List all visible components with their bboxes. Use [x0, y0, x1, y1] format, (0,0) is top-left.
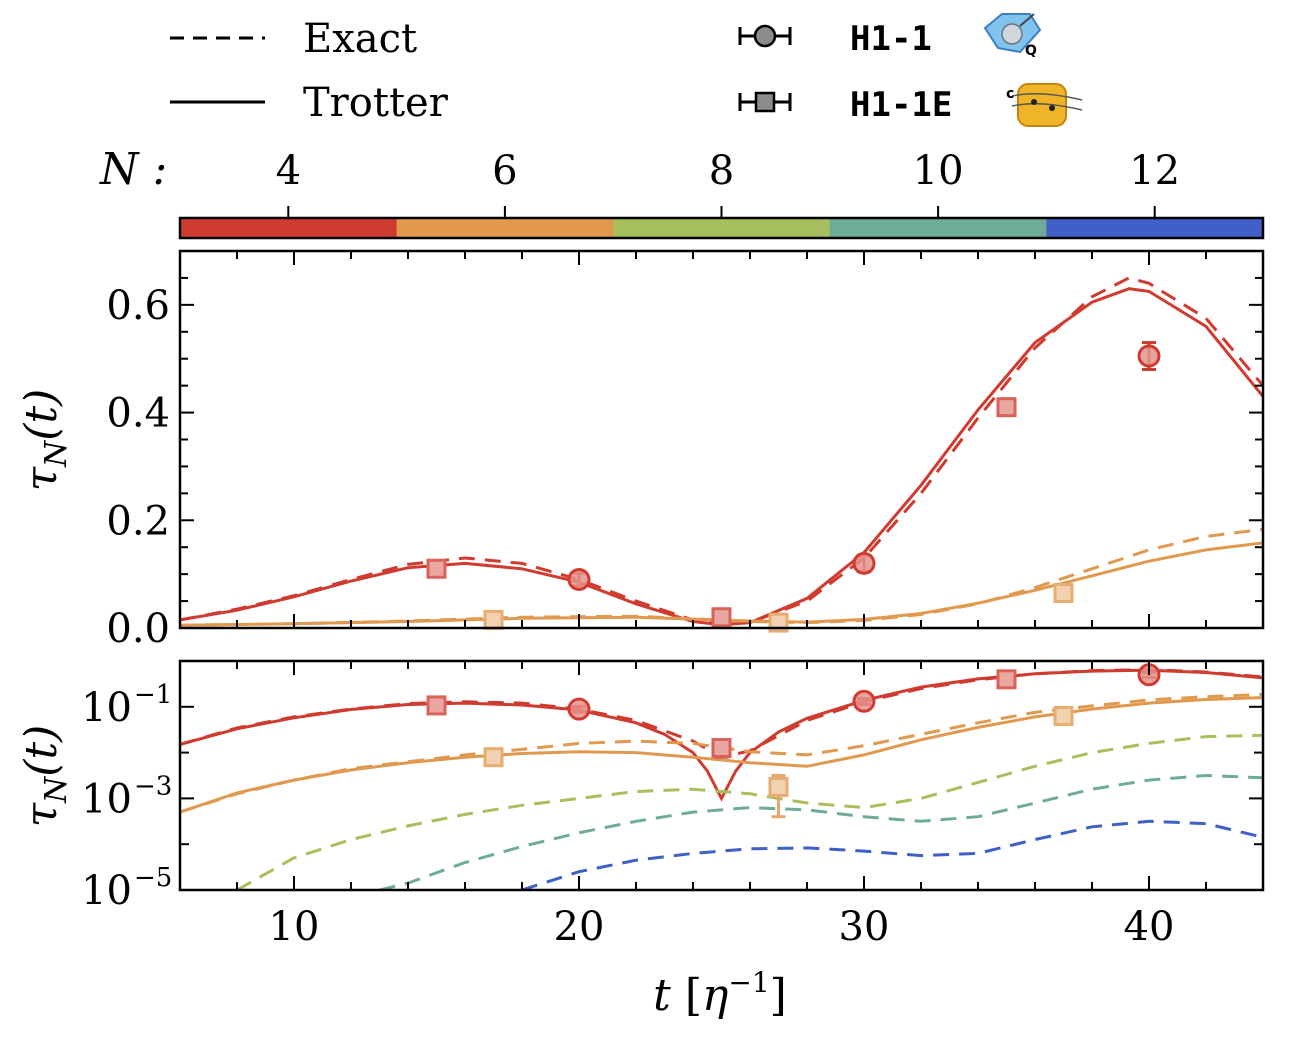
colorbar-tick-label: 6 [492, 148, 517, 194]
legend-exact-label: Exact [303, 16, 417, 62]
colorbar-tick-label: 4 [276, 148, 301, 194]
series-N12-exact [521, 819, 1263, 890]
y-tick-label: 10 [81, 685, 132, 731]
legend-h1e-marker [738, 91, 792, 113]
bottom-panel-frame [178, 659, 1265, 892]
legend-trotter-label: Trotter [303, 80, 449, 126]
data-point-h1-1-N4 [852, 689, 876, 713]
series-N4-trotter [180, 287, 1263, 627]
legend: Exact Trotter H1-1 Q H1-1E [170, 13, 1083, 127]
data-point-h1-1-N4 [1137, 341, 1161, 371]
data-point-h1-1e-N6 [1053, 582, 1074, 603]
data-point-h1-1e-N6 [483, 609, 504, 630]
data-point-h1-1-N4 [567, 568, 591, 592]
quantinuum-logo-icon: Q [983, 13, 1042, 59]
data-point-h1-1e-N4 [711, 607, 732, 628]
data-point-h1-1e-N4 [711, 738, 732, 759]
data-point-h1-1e-N4 [426, 558, 447, 579]
series-N4-trotter [180, 668, 1263, 802]
colorbar-segment-2 [396, 218, 614, 238]
x-axis-title: t [η−1] [653, 966, 787, 1021]
colorbar: N : 4 6 8 10 12 [99, 144, 1265, 240]
colorbar-tick-label: 12 [1129, 148, 1180, 194]
x-tick-label: 30 [839, 904, 890, 950]
y-tick-exponent: −3 [134, 771, 172, 801]
series-N8-exact [236, 733, 1263, 890]
colorbar-tick-label: 10 [913, 148, 964, 194]
y-tick-label: 0.2 [106, 498, 170, 544]
colorbar-segment-5 [1046, 218, 1264, 238]
x-tick-label: 10 [269, 904, 320, 950]
x-tick-label: 40 [1124, 904, 1175, 950]
data-point-h1-1-N4 [852, 551, 876, 575]
colorbar-frame [178, 216, 1265, 240]
svg-text:c: c [1006, 86, 1014, 102]
legend-h1-label: H1-1 [850, 19, 932, 59]
colorbar-segment-3 [613, 218, 831, 238]
top-ylabel: τN(t) [16, 389, 74, 492]
data-point-h1-1-N4 [567, 697, 591, 721]
top-panel: 0.0 0.2 0.4 0.6 τN(t) [16, 249, 1265, 652]
data-point-h1-1e-N4 [996, 397, 1017, 418]
series-N4-exact [180, 276, 1263, 626]
y-tick-exponent: −5 [134, 863, 172, 893]
bottom-ylabel: τN(t) [16, 725, 74, 828]
y-tick-label: 0.6 [106, 283, 170, 329]
emulator-logo-icon: c [1006, 83, 1083, 127]
data-point-h1-1e-N6 [1053, 705, 1074, 726]
colorbar-segment-1 [180, 218, 398, 238]
y-tick-label: 10 [81, 868, 132, 914]
bottom-panel: 10 −110 −310 −510 20 30 40 τN(t) [16, 659, 1265, 950]
data-point-h1-1e-N4 [426, 695, 447, 716]
y-tick-label: 0.4 [106, 391, 170, 437]
data-point-h1-1e-N6 [483, 747, 504, 768]
y-tick-label: 0.0 [106, 606, 170, 652]
colorbar-segment-4 [829, 218, 1047, 238]
series-N10-exact [379, 773, 1263, 890]
y-tick-exponent: −1 [134, 680, 172, 710]
y-tick-label: 10 [81, 776, 132, 822]
legend-h1e-label: H1-1E [850, 85, 952, 125]
data-point-h1-1e-N4 [996, 669, 1017, 690]
series-N6-trotter [180, 696, 1263, 814]
data-point-h1-1e-N6 [768, 774, 789, 819]
legend-h1-marker [738, 24, 792, 48]
svg-text:Q: Q [1025, 43, 1037, 59]
colorbar-tick-label: 8 [709, 148, 734, 194]
top-panel-frame [178, 249, 1265, 630]
x-tick-label: 20 [554, 904, 605, 950]
colorbar-label: N : [99, 144, 167, 195]
